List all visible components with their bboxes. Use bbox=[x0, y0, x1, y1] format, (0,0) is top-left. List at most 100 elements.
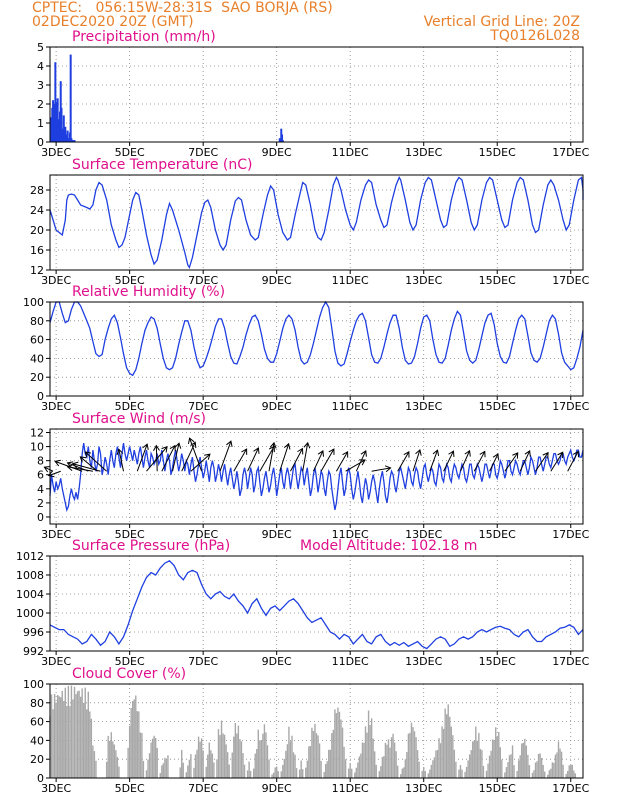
cloud-bar bbox=[55, 702, 57, 778]
cloud-bar bbox=[93, 751, 96, 778]
wind-arrow bbox=[172, 443, 180, 472]
cloud-bar bbox=[84, 687, 86, 778]
pres-xtick-label: 9DEC bbox=[262, 655, 292, 668]
cloud-bar bbox=[554, 754, 557, 778]
pres-ytick-label: 1004 bbox=[16, 588, 44, 601]
wind-ytick-label: 6 bbox=[37, 469, 44, 482]
cloud-bar bbox=[127, 747, 129, 778]
cloud-xtick-label: 15DEC bbox=[479, 782, 516, 795]
cloud-bar bbox=[272, 772, 275, 778]
pres-ytick-label: 992 bbox=[23, 645, 44, 658]
cloud-bar bbox=[226, 752, 229, 778]
wind-arrow bbox=[118, 449, 125, 472]
cloud-bar bbox=[366, 732, 368, 778]
cloud-bar bbox=[418, 761, 420, 778]
cloud-xtick-label: 13DEC bbox=[405, 782, 442, 795]
pres-panel: Surface Pressure (hPa) Model Altitude: 10… bbox=[16, 538, 590, 668]
cloud-bar bbox=[309, 745, 312, 778]
precip-bar bbox=[69, 54, 72, 142]
pres-ytick-label: 996 bbox=[23, 626, 44, 639]
wind-arrow bbox=[460, 450, 471, 472]
rh-ytick-label: 60 bbox=[30, 334, 44, 347]
precip-xtick-label: 5DEC bbox=[115, 146, 145, 159]
cloud-bar bbox=[375, 764, 377, 778]
wind-arrow bbox=[189, 437, 203, 472]
wind-xtick-label: 17DEC bbox=[552, 528, 589, 541]
wind-arrow bbox=[247, 447, 259, 472]
cloud-bar bbox=[294, 754, 296, 778]
cloud-bar bbox=[179, 767, 181, 778]
rh-ytick-label: 40 bbox=[30, 352, 44, 365]
cloud-bar bbox=[510, 754, 512, 778]
cloud-bar bbox=[539, 753, 541, 778]
rh-xtick-label: 13DEC bbox=[405, 400, 442, 413]
cloud-bar bbox=[516, 770, 518, 778]
cloud-bar bbox=[574, 773, 577, 778]
cloud-bar bbox=[79, 696, 82, 778]
cloud-bar bbox=[274, 767, 276, 778]
cloud-bar bbox=[200, 738, 203, 778]
cloud-bar bbox=[481, 750, 483, 778]
cloud-bar bbox=[133, 699, 135, 778]
wind-arrowhead bbox=[79, 456, 87, 463]
cloud-bar bbox=[113, 744, 116, 778]
cloud-bar bbox=[447, 704, 449, 778]
cloud-bar bbox=[467, 760, 469, 778]
cloud-bar bbox=[395, 751, 397, 778]
cloud-bar bbox=[81, 688, 83, 778]
wind-title: Surface Wind (m/s) bbox=[72, 411, 206, 427]
cloud-bar bbox=[415, 737, 417, 778]
wind-arrow bbox=[312, 450, 324, 472]
cloud-bar bbox=[216, 759, 218, 778]
cloud-bar bbox=[256, 749, 258, 778]
cloud-bar bbox=[161, 765, 163, 778]
wind-arrow bbox=[161, 445, 176, 472]
cloud-bar bbox=[525, 745, 528, 778]
temp-xtick-label: 17DEC bbox=[552, 274, 589, 287]
cloud-bar bbox=[392, 733, 394, 778]
precip-xtick-label: 15DEC bbox=[479, 146, 516, 159]
precip-bar bbox=[60, 107, 63, 142]
wind-arrowhead bbox=[432, 449, 440, 456]
cloud-bar bbox=[562, 764, 564, 778]
wind-arrow bbox=[355, 450, 367, 472]
cloud-bar bbox=[533, 770, 535, 778]
temp-ytick-label: 16 bbox=[30, 244, 44, 257]
cloud-bar bbox=[130, 707, 132, 778]
wind-xtick-label: 5DEC bbox=[115, 528, 145, 541]
cloud-bar bbox=[378, 771, 380, 778]
cloud-bar bbox=[475, 726, 477, 778]
precip-xtick-label: 11DEC bbox=[332, 146, 369, 159]
wind-arrowhead bbox=[317, 450, 325, 457]
cloud-title: Cloud Cover (%) bbox=[72, 666, 186, 682]
cloud-bar bbox=[496, 736, 498, 778]
cloud-bar bbox=[249, 770, 252, 778]
cloud-bar bbox=[223, 734, 226, 778]
cloud-bar bbox=[289, 741, 292, 778]
rh-xtick-label: 7DEC bbox=[188, 400, 218, 413]
rh-ytick-label: 80 bbox=[30, 315, 44, 328]
wind-arrow bbox=[489, 453, 499, 472]
cloud-bar bbox=[234, 723, 237, 778]
precip-xtick-label: 17DEC bbox=[552, 146, 589, 159]
rh-line bbox=[49, 300, 584, 377]
wind-arrow bbox=[259, 446, 275, 472]
cloud-bar bbox=[360, 753, 362, 778]
cloud-bar bbox=[550, 768, 552, 778]
wind-frame bbox=[49, 428, 584, 525]
cloud-bar bbox=[52, 709, 54, 778]
cloud-bar bbox=[337, 707, 339, 778]
cloud-bar bbox=[390, 737, 393, 778]
wind-ytick-label: 4 bbox=[37, 483, 44, 496]
cloud-bar bbox=[156, 747, 158, 778]
cloud-bar bbox=[210, 750, 212, 778]
pres-xtick-label: 13DEC bbox=[405, 655, 442, 668]
cloud-bar bbox=[288, 726, 290, 778]
cloud-bar bbox=[534, 762, 537, 778]
cloud-bar bbox=[257, 729, 259, 778]
cloud-bar bbox=[527, 754, 529, 778]
cloud-bar bbox=[89, 711, 91, 778]
pres-ytick-label: 1008 bbox=[16, 569, 44, 582]
cloud-bar bbox=[141, 732, 143, 778]
